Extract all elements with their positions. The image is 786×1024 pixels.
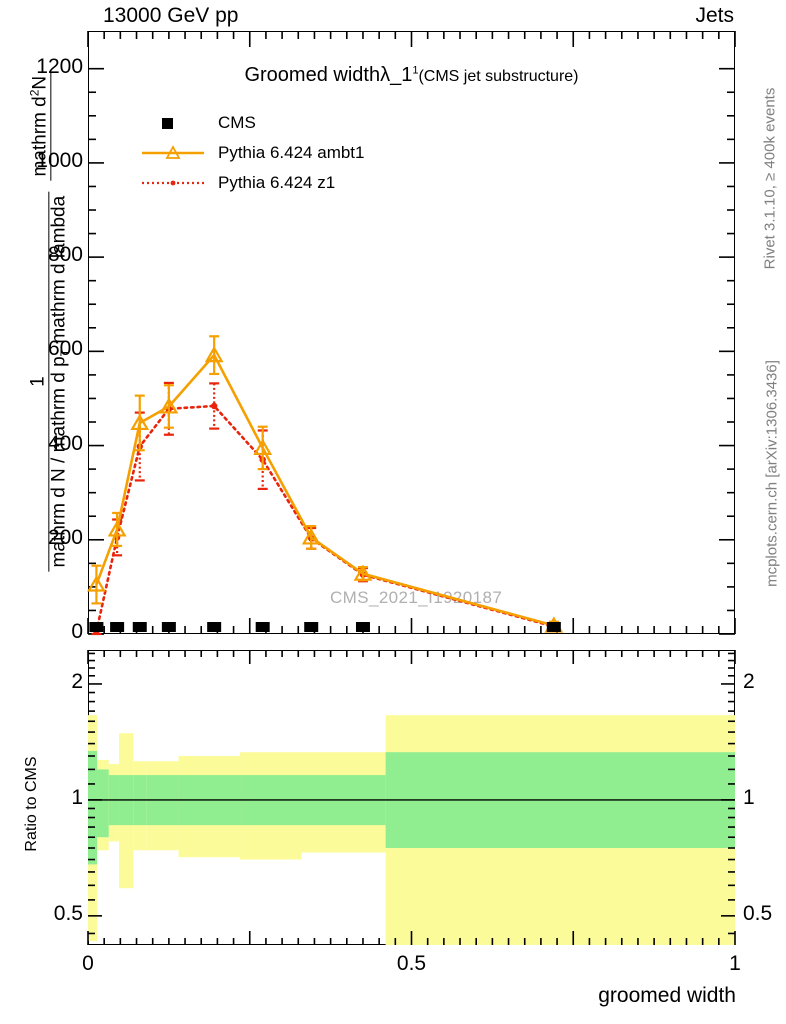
error-bar: [209, 335, 220, 376]
legend-label-cms: CMS: [218, 113, 256, 132]
plot-title-paren: (CMS jet substructure): [418, 68, 579, 85]
cms-data-marker: [89, 622, 104, 632]
ambt1-data-marker: [253, 438, 273, 456]
cms-data-marker: [355, 622, 370, 632]
series-line-pythia-6-424-z1: [95, 404, 556, 633]
ratio-plot-canvas: [87, 650, 736, 945]
ratio-inner-band: [88, 750, 98, 865]
ratio-tick-label-right-0.5: 0.5: [743, 901, 773, 925]
legend-item-cms: CMS: [140, 108, 364, 138]
header-beam-label: 13000 GeV pp: [103, 4, 239, 27]
main-plot-frame: [88, 31, 735, 634]
series-line-pythia-6-424-ambt1: [95, 352, 555, 627]
ambt1-data-marker: [159, 397, 179, 414]
x-tick-label-1: 1: [729, 952, 741, 975]
ratio-tick-label-right-1: 1: [743, 785, 755, 809]
error-bar: [257, 425, 268, 471]
ylab-den-tail: mathrm d lambda: [48, 195, 70, 349]
ratio-tick-label-left-0.5: 0.5: [53, 901, 83, 925]
rivet-annotation: Rivet 3.1.10, ≥ 400k events: [761, 87, 779, 270]
legend: CMS Pythia 6.424 ambt1 Pythia 6.424 z1: [140, 108, 364, 198]
analysis-watermark: CMS_2021_I1920187: [330, 588, 503, 607]
ambt1-data-marker: [130, 413, 150, 431]
cms-data-marker: [207, 622, 222, 632]
ylab-num-sup: 2: [27, 89, 42, 97]
ambt1-data-marker: [107, 520, 127, 537]
error-bar: [112, 511, 123, 548]
legend-item-z1: Pythia 6.424 z1: [140, 168, 364, 198]
y-tick-label-1200: 1200: [36, 54, 83, 78]
legend-item-ambt1: Pythia 6.424 ambt1: [140, 138, 364, 168]
error-bar: [163, 381, 174, 436]
cms-data-marker: [546, 622, 561, 632]
z1-data-marker: [210, 402, 218, 410]
plot-title-exponent: 1: [412, 64, 419, 77]
ratio-tick-label-left-2: 2: [71, 669, 83, 693]
y-tick-label-0: 0: [71, 620, 83, 643]
ylab-one: 1: [27, 376, 49, 387]
ambt1-data-marker: [87, 575, 106, 592]
legend-label-z1: Pythia 6.424 z1: [218, 173, 336, 192]
error-bar: [91, 564, 102, 605]
y-tick-label-400: 400: [47, 431, 83, 455]
cms-data-marker: [161, 622, 176, 632]
plot-title-main: Groomed width: [244, 64, 381, 86]
legend-key-z1-icon: [140, 173, 206, 193]
ratio-inner-band: [97, 769, 109, 838]
x-axis-label: groomed width: [598, 984, 736, 1007]
legend-label-ambt1: Pythia 6.424 ambt1: [218, 143, 365, 162]
x-tick-label-0.5: 0.5: [396, 952, 427, 975]
y-tick-label-200: 200: [47, 525, 83, 549]
main-plot-canvas: [87, 31, 736, 636]
error-bar: [163, 384, 174, 429]
cms-data-marker: [132, 622, 147, 632]
error-bar: [134, 394, 145, 452]
y-tick-label-1000: 1000: [36, 148, 83, 172]
ambt1-data-marker: [301, 528, 321, 545]
ratio-tick-label-left-1: 1: [71, 785, 83, 809]
y-tick-label-600: 600: [47, 337, 83, 361]
y-tick-label-800: 800: [47, 243, 83, 267]
plot-title-symbol: λ_1: [380, 64, 413, 86]
x-tick-label-0: 0: [82, 952, 94, 975]
page-title: Groomed widthλ_11(CMS jet substructure): [88, 64, 735, 87]
ambt1-data-marker: [353, 564, 373, 581]
ratio-tick-label-right-2: 2: [743, 669, 755, 693]
cms-data-marker: [255, 622, 270, 632]
ambt1-data-marker: [204, 345, 224, 363]
header-category-label: Jets: [695, 4, 734, 27]
legend-key-cms-icon: [140, 113, 206, 133]
mcplots-annotation: mcplots.cern.ch [arXiv:1306.3436]: [763, 360, 781, 587]
cms-data-marker: [304, 622, 319, 632]
cms-data-marker: [110, 622, 125, 632]
legend-key-ambt1-icon: [140, 143, 206, 163]
